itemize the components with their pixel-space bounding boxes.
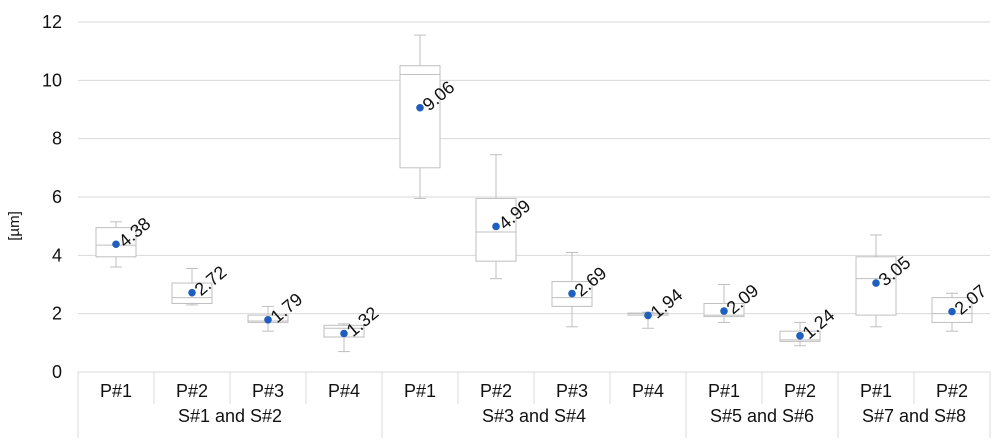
group-label: S#1 and S#2	[178, 406, 282, 426]
mean-marker	[416, 103, 424, 112]
box-body	[399, 65, 441, 169]
y-tick-label: 12	[42, 12, 62, 32]
mean-marker	[720, 307, 728, 315]
group-label: S#5 and S#6	[710, 406, 814, 426]
category-label: P#1	[708, 381, 740, 401]
mean-marker	[796, 332, 804, 340]
y-tick-label: 8	[52, 129, 62, 149]
mean-marker	[264, 315, 272, 324]
box-plot-item: 1.94	[627, 285, 687, 329]
category-label: P#3	[556, 381, 588, 401]
mean-marker	[568, 289, 576, 298]
category-label: P#1	[100, 381, 132, 401]
box-plot-item: 2.07	[931, 281, 990, 332]
group-label: S#7 and S#8	[862, 406, 966, 426]
mean-marker	[872, 279, 880, 287]
box-plot-item: 4.38	[95, 213, 154, 268]
category-label: P#4	[328, 381, 360, 401]
box-plot-item: 2.69	[551, 251, 610, 328]
group-label: S#3 and S#4	[482, 406, 586, 426]
y-tick-label: 6	[52, 187, 62, 207]
category-label: P#3	[252, 381, 284, 401]
mean-marker	[188, 288, 196, 297]
box-plot-item: 3.05	[855, 234, 914, 328]
y-axis-label: [µm]	[6, 211, 23, 240]
category-label: P#2	[176, 381, 208, 401]
mean-marker	[340, 329, 348, 338]
box-plot-item: 2.72	[171, 262, 230, 306]
y-tick-label: 4	[52, 245, 62, 265]
box-plot-item: 2.09	[703, 280, 762, 323]
category-label: P#4	[632, 381, 664, 401]
grid-layer	[78, 21, 990, 373]
category-label: P#2	[784, 381, 816, 401]
box-plot-item: 1.79	[247, 289, 306, 332]
category-label: P#1	[860, 381, 892, 401]
y-tick-label: 0	[52, 362, 62, 382]
mean-marker	[644, 311, 652, 320]
category-label: P#1	[404, 381, 436, 401]
category-label: P#2	[480, 381, 512, 401]
mean-value-label: 1.94	[647, 285, 687, 323]
axis-layer: 0 2 4 6 8 10 12	[42, 12, 991, 438]
box-plot-item: 1.24	[779, 305, 838, 347]
y-tick-label: 2	[52, 304, 62, 324]
y-tick-label: 10	[42, 70, 62, 90]
labels-layer: P#1 P#2 P#3 P#4 P#1 P#2 P#3 P#4 P#1 P#2 P#1 P#2 S#1 …	[100, 381, 968, 426]
category-label: P#2	[936, 381, 968, 401]
box-plot-item: 9.06	[399, 34, 458, 199]
box-plot-item: 4.99	[475, 154, 534, 280]
boxes-layer: 4.38 2.72 1.79 1.32 9.06 4.99 2.69 1.94 2.09 1.24…	[95, 34, 990, 353]
mean-marker	[112, 240, 120, 249]
mean-marker	[948, 307, 956, 316]
mean-marker	[492, 222, 500, 231]
box-plot-item: 1.32	[323, 303, 382, 353]
